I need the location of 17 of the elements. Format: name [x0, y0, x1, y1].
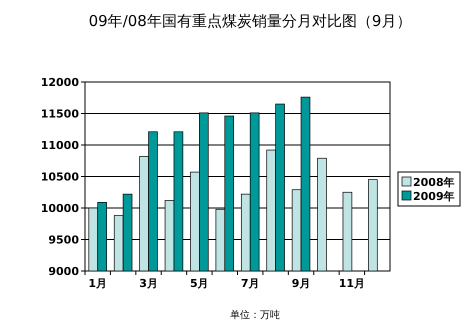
y-tick-label: 10500: [40, 170, 80, 184]
y-tick-label: 9000: [48, 265, 80, 278]
x-tick-label: 1月: [88, 277, 108, 290]
chart-title: 09年/08年国有重点煤炭销量分月对比图（9月）: [88, 12, 412, 30]
y-tick-label: 9500: [48, 234, 80, 246]
y-tick-label: 11500: [40, 108, 80, 120]
y-tick-label: 10000: [40, 202, 80, 215]
x-tick-label: 11月: [338, 277, 366, 290]
x-tick-label: 7月: [240, 277, 260, 290]
y-tick-label: 11000: [40, 139, 80, 152]
x-tick-label: 3月: [139, 277, 158, 290]
y-tick-label: 12000: [40, 76, 80, 89]
text: 单位：万吨: [230, 309, 280, 321]
legend-label: 2009年: [413, 190, 455, 203]
x-tick-label: 5月: [190, 277, 209, 290]
legend-label: 2008年: [413, 176, 455, 189]
x-tick-label: 9月: [292, 277, 310, 290]
